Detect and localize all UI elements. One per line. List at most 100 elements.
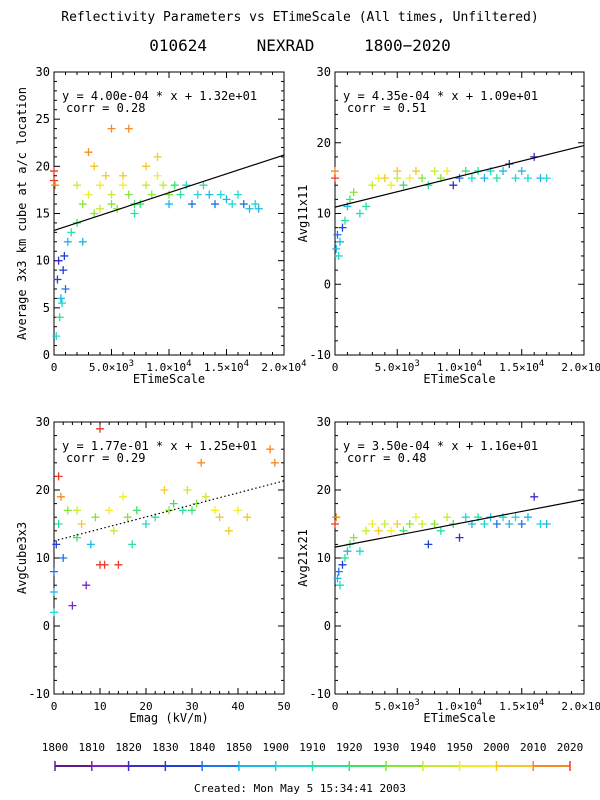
x-axis-label: ETimeScale — [423, 711, 495, 725]
data-point — [211, 506, 219, 515]
data-point — [387, 181, 396, 190]
data-point — [105, 506, 114, 515]
data-point — [54, 472, 63, 481]
x-axis-label: ETimeScale — [423, 372, 495, 386]
data-point — [333, 230, 342, 239]
data-point — [90, 209, 99, 218]
data-point — [169, 499, 178, 508]
y-tick-label: 25 — [36, 112, 50, 126]
data-point — [228, 200, 237, 209]
data-point — [332, 244, 341, 253]
data-point — [201, 492, 210, 501]
data-point — [334, 251, 343, 260]
x-tick-label: 0 — [51, 361, 58, 374]
data-point — [362, 202, 371, 211]
colorbar-label: 1840 — [189, 741, 216, 754]
colorbar-label: 1900 — [262, 741, 289, 754]
data-point — [96, 424, 104, 433]
data-point — [505, 520, 514, 528]
data-point — [492, 174, 501, 183]
y-tick-label: -10 — [309, 348, 331, 362]
source-label: NEXRAD — [256, 36, 315, 55]
data-point — [405, 520, 414, 528]
data-point — [119, 492, 127, 501]
correlation-label: corr = 0.28 — [66, 101, 145, 115]
data-point — [91, 513, 100, 522]
data-point — [188, 506, 196, 515]
data-point — [362, 526, 371, 535]
data-point — [443, 167, 452, 176]
data-point — [492, 520, 501, 528]
data-point — [82, 581, 91, 590]
x-tick-label: 0 — [51, 700, 58, 713]
data-point — [114, 560, 123, 569]
x-tick-label: 1.5×104 — [204, 359, 249, 374]
data-point — [59, 266, 68, 275]
data-point — [418, 174, 427, 183]
x-tick-label: 50 — [277, 700, 290, 713]
data-point — [78, 237, 87, 246]
data-point — [251, 200, 260, 209]
data-point — [338, 560, 347, 569]
chart-title: Reflectivity Parameters vs ETimeScale (A… — [61, 10, 539, 25]
x-tick-label: 5.0×103 — [375, 698, 420, 713]
data-point — [254, 204, 263, 213]
data-point — [101, 171, 110, 180]
data-point — [56, 492, 65, 501]
data-point — [449, 181, 458, 190]
colorbar-label: 1800 — [42, 741, 69, 754]
colorbar-label: 2010 — [520, 741, 547, 754]
x-tick-label: 1.0×104 — [437, 698, 482, 713]
colorbar-label: 1920 — [336, 741, 363, 754]
data-point — [73, 533, 81, 542]
data-point — [340, 554, 349, 562]
data-point — [430, 167, 439, 176]
data-point — [517, 520, 526, 528]
data-point — [436, 526, 445, 535]
data-point — [234, 190, 242, 199]
x-tick-label: 0 — [332, 361, 339, 374]
colorbar-label: 1830 — [152, 741, 179, 754]
data-point — [52, 332, 61, 341]
fit-equation: y = 1.77e-01 * x + 1.25e+01 — [62, 439, 257, 453]
data-point — [90, 162, 99, 171]
correlation-label: corr = 0.48 — [347, 451, 426, 465]
x-tick-label: 1.5×104 — [499, 698, 544, 713]
data-point — [523, 174, 532, 183]
data-point — [239, 200, 248, 209]
data-point — [405, 174, 414, 183]
data-point — [53, 275, 62, 284]
data-point — [124, 190, 133, 199]
data-point — [86, 540, 95, 549]
data-point — [153, 152, 162, 161]
created-footer: Created: Mon May 5 15:34:41 2003 — [194, 782, 406, 795]
data-point — [467, 174, 476, 183]
data-point — [50, 567, 58, 576]
data-point — [215, 513, 224, 522]
data-point — [132, 506, 141, 515]
data-point — [243, 513, 252, 522]
x-tick-label: 40 — [231, 700, 244, 713]
colorbar-label: 1940 — [410, 741, 437, 754]
data-point — [205, 190, 214, 199]
colorbar-label: 1910 — [299, 741, 326, 754]
time-range-label: 1800−2020 — [364, 36, 451, 55]
data-point — [523, 513, 532, 522]
data-point — [355, 209, 364, 218]
x-tick-label: 2.0×104 — [561, 359, 600, 374]
data-point — [380, 174, 389, 183]
data-point — [107, 190, 116, 199]
data-point — [61, 284, 70, 293]
correlation-label: corr = 0.51 — [347, 101, 426, 115]
data-point — [73, 506, 81, 515]
data-point — [343, 547, 352, 556]
y-tick-label: 30 — [36, 65, 50, 79]
data-point — [84, 190, 93, 199]
date-label: 010624 — [149, 36, 207, 55]
fit-equation: y = 4.35e-04 * x + 1.09e+01 — [343, 89, 538, 103]
y-tick-label: 0 — [43, 348, 50, 362]
x-tick-label: 2.0×104 — [261, 359, 306, 374]
data-point — [374, 526, 383, 535]
data-point — [399, 181, 408, 190]
data-point — [96, 204, 104, 213]
